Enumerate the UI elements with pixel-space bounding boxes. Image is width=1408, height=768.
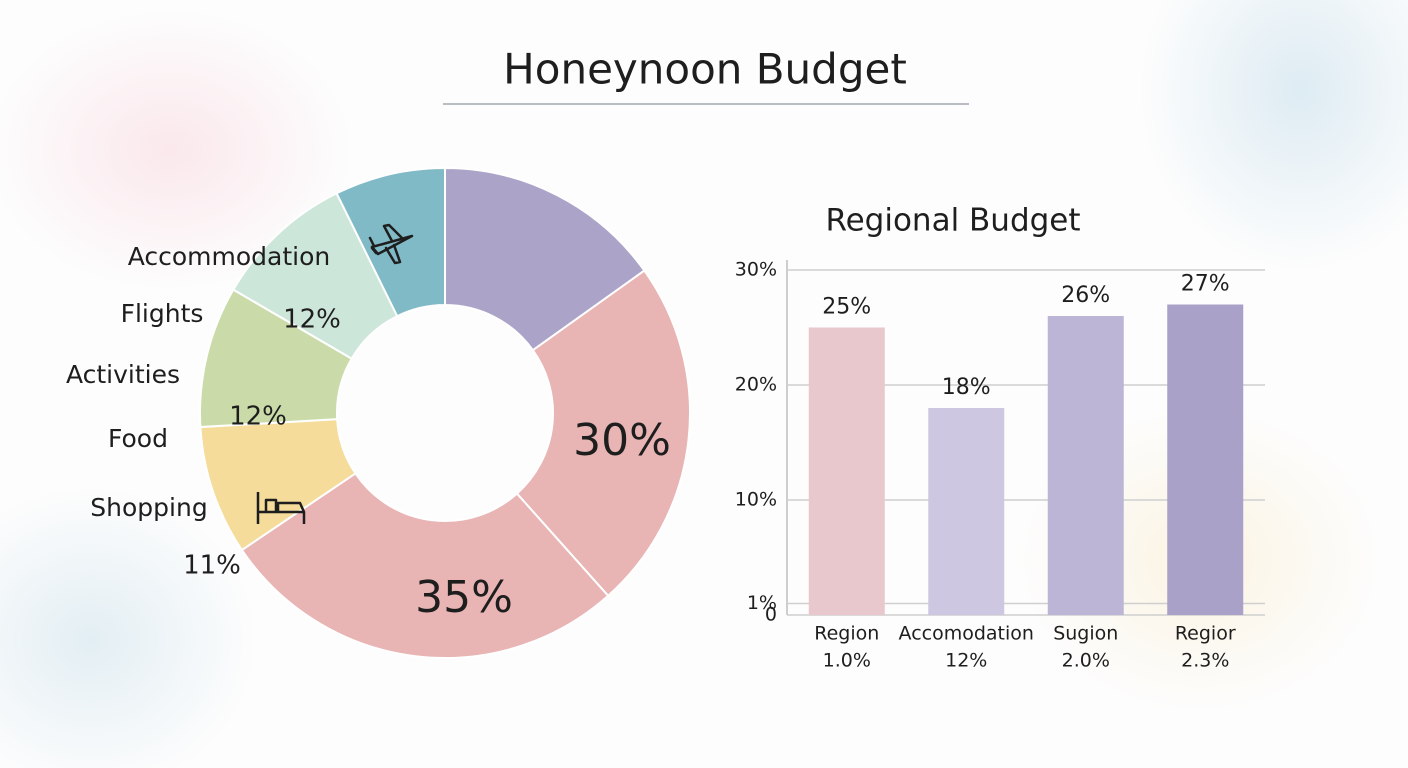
x-tick-label: Region bbox=[814, 623, 879, 645]
slice-label: 30% bbox=[573, 415, 671, 466]
slice-label: 11% bbox=[183, 551, 241, 581]
x-sub-label: 12% bbox=[945, 650, 987, 672]
bed-icon bbox=[256, 492, 306, 524]
bar bbox=[1167, 304, 1244, 615]
x-tick-label: Accomodation bbox=[899, 623, 1034, 645]
category-label: Shopping bbox=[90, 493, 207, 522]
bar bbox=[1047, 316, 1124, 615]
chart-title: Regional Budget bbox=[825, 203, 1080, 239]
icons bbox=[256, 223, 414, 524]
donut-slice bbox=[515, 269, 691, 598]
bar-value-label: 18% bbox=[942, 375, 991, 400]
x-sub-label: 1.0% bbox=[823, 650, 871, 672]
slice-label: 12% bbox=[283, 305, 341, 335]
y-tick-label: 0 bbox=[765, 604, 777, 626]
x-sub-label: 2.0% bbox=[1062, 650, 1110, 672]
y-tick-label: 1% bbox=[747, 592, 777, 614]
y-tick-label: 10% bbox=[735, 489, 777, 511]
plane-icon bbox=[368, 223, 414, 265]
slice-label: 35% bbox=[415, 572, 513, 623]
bar bbox=[928, 408, 1005, 615]
bar-value-label: 25% bbox=[822, 295, 871, 320]
category-label: Accommodation bbox=[128, 242, 331, 271]
category-label: Flights bbox=[121, 299, 204, 328]
donut-slice bbox=[240, 472, 610, 659]
slice-label: 12% bbox=[229, 402, 287, 432]
bar-value-label: 27% bbox=[1181, 272, 1230, 297]
category-label: Activities bbox=[66, 360, 180, 389]
bar bbox=[808, 327, 885, 615]
page-title: Honeynoon Budget bbox=[503, 45, 907, 94]
y-tick-label: 30% bbox=[735, 259, 777, 281]
x-tick-label: Sugion bbox=[1053, 623, 1118, 645]
donut-slice bbox=[444, 166, 646, 352]
category-label: Food bbox=[108, 424, 168, 453]
x-sub-label: 2.3% bbox=[1181, 650, 1229, 672]
x-tick-label: Regior bbox=[1175, 623, 1236, 645]
bar-value-label: 26% bbox=[1061, 283, 1110, 308]
y-tick-label: 20% bbox=[735, 374, 777, 396]
